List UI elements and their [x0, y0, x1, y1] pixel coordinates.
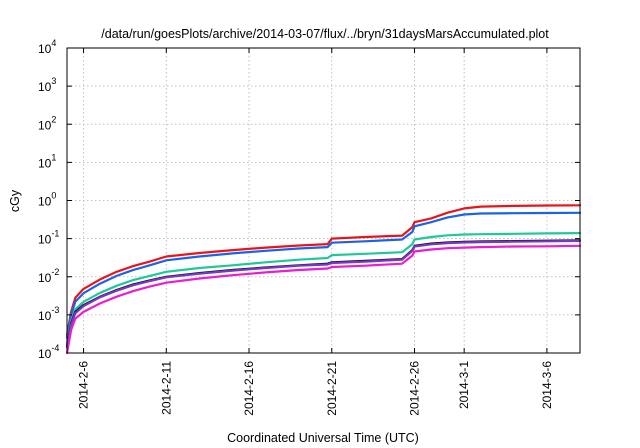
x-tick-label: 2014-2-26: [408, 361, 422, 416]
y-tick-label: 102: [38, 114, 56, 132]
y-axis-ticks: 10-4 10-3 10-2 10-1 100 101 102 103 104: [38, 38, 580, 361]
series-line-4: [65, 239, 582, 348]
x-tick-label: 2014-2-21: [325, 361, 339, 416]
x-tick-label: 2014-3-6: [540, 361, 554, 409]
series-line-3: [65, 232, 582, 345]
y-tick-label: 104: [38, 38, 56, 56]
y-tick-label: 10-4: [38, 343, 59, 361]
x-tick-label: 2014-2-11: [159, 361, 173, 415]
y-tick-label: 101: [38, 152, 56, 170]
y-tick-label: 10-3: [38, 305, 59, 323]
x-axis-ticks: 2014-2-6 2014-2-11 2014-2-16 2014-2-21 2014-…: [77, 48, 554, 416]
y-axis-label: cGy: [8, 189, 22, 212]
y-tick-label: 10-1: [38, 229, 59, 247]
series-line-5: [65, 239, 582, 349]
gridlines: [67, 48, 580, 353]
x-axis-label: Coordinated Universal Time (UTC): [227, 431, 419, 445]
y-tick-label: 100: [38, 191, 56, 209]
series-lines: [65, 204, 582, 355]
y-tick-label: 10-2: [38, 267, 59, 285]
series-line-1: [65, 204, 582, 336]
x-tick-label: 2014-3-1: [457, 361, 471, 409]
series-line-6: [65, 244, 582, 355]
x-tick-label: 2014-2-6: [77, 361, 91, 409]
chart-title: /data/run/goesPlots/archive/2014-03-07/f…: [101, 27, 549, 41]
y-tick-label: 103: [38, 76, 56, 94]
x-tick-label: 2014-2-16: [242, 361, 256, 416]
series-line-2: [65, 211, 582, 339]
